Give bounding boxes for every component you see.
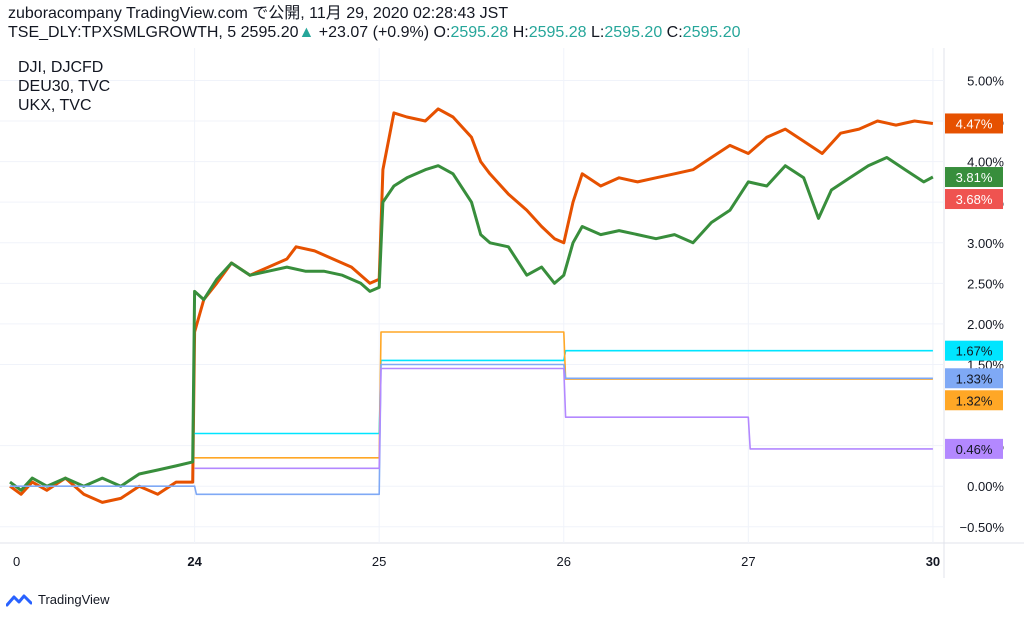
price-badge: 1.67%	[945, 340, 1003, 361]
legend-item: DEU30, TVC	[18, 78, 111, 95]
symbol-ohlc: TSE_DLY:TPXSMLGROWTH, 5 2595.20▲ +23.07 …	[8, 23, 741, 42]
x-tick-label: 25	[372, 554, 386, 569]
series-line	[9, 107, 934, 504]
price-badge: 1.32%	[945, 390, 1003, 411]
last-price: 2595.20	[240, 24, 299, 41]
y-tick-label: 3.00%	[967, 236, 1004, 251]
low-value: 2595.20	[604, 24, 663, 41]
badge-label: 0.46%	[956, 442, 993, 457]
close-value: 2595.20	[682, 24, 741, 41]
x-tick-label: 26	[557, 554, 571, 569]
y-tick-label: 2.50%	[967, 276, 1004, 291]
badge-background	[945, 438, 1003, 459]
badge-background	[945, 390, 1003, 411]
y-tick-label: 5.00%	[967, 73, 1004, 88]
series-line	[194, 367, 933, 470]
high-value: 2595.28	[528, 24, 587, 41]
x-tick-label: 0	[13, 554, 20, 569]
badge-label: 3.81%	[956, 170, 993, 185]
chart-header: zuboracompany TradingView.com で公開, 11月 2…	[8, 4, 741, 42]
price-badge: 4.47%	[945, 113, 1003, 134]
price-badge: 0.46%	[945, 438, 1003, 459]
y-tick-label: −0.50%	[960, 520, 1005, 535]
badge-label: 4.47%	[956, 116, 993, 131]
chart-legend: DJI, DJCFD DEU30, TVC UKX, TVC	[18, 58, 110, 115]
badge-background	[945, 368, 1003, 389]
x-tick-label: 27	[741, 554, 755, 569]
price-badge: 3.81%	[945, 167, 1003, 188]
price-badges: 4.47% 3.81% 3.68% 1.67% 1.33% 1.32% 0.46%	[945, 113, 1003, 459]
chart-svg[interactable]: 5.00%4.50%4.00%3.50%3.00%2.50%2.00%1.50%…	[0, 48, 1024, 578]
y-tick-label: 2.00%	[967, 317, 1004, 332]
x-tick-label: 24	[187, 554, 202, 569]
chart-area[interactable]: 5.00%4.50%4.00%3.50%3.00%2.50%2.00%1.50%…	[0, 48, 1024, 578]
up-arrow-icon: ▲	[298, 24, 315, 41]
y-tick-label: 0.00%	[967, 479, 1004, 494]
time-axis: 0 24 25 26 27 30	[13, 554, 940, 569]
x-tick-label: 30	[926, 554, 940, 569]
grid	[0, 48, 1024, 578]
series-line	[194, 331, 933, 459]
series-line	[10, 363, 933, 496]
badge-label: 1.33%	[956, 371, 993, 386]
low-label: L:	[591, 24, 605, 41]
badge-label: 1.32%	[956, 393, 993, 408]
price-badge: 3.68%	[945, 189, 1003, 210]
series-line	[194, 349, 933, 435]
open-value: 2595.28	[450, 24, 509, 41]
tradingview-logo-icon	[6, 594, 32, 606]
brand-name: TradingView	[38, 592, 110, 607]
legend-item: DJI, DJCFD	[18, 59, 104, 76]
price-change: +23.07 (+0.9%)	[318, 24, 430, 41]
open-label: O:	[433, 24, 451, 41]
price-axis: 5.00%4.50%4.00%3.50%3.00%2.50%2.00%1.50%…	[960, 73, 1005, 534]
publish-info: zuboracompany TradingView.com で公開, 11月 2…	[8, 5, 509, 22]
legend-item: UKX, TVC	[18, 97, 92, 114]
badge-label: 1.67%	[956, 344, 993, 359]
badge-background	[945, 167, 1003, 188]
series-layer	[9, 107, 934, 504]
close-label: C:	[666, 24, 683, 41]
series-line	[9, 156, 934, 492]
badge-label: 3.68%	[956, 192, 993, 207]
symbol-name: TSE_DLY:TPXSMLGROWTH, 5	[8, 24, 237, 41]
price-badge: 1.33%	[945, 368, 1003, 389]
badge-background	[945, 189, 1003, 210]
badge-background	[945, 340, 1003, 361]
high-label: H:	[512, 24, 529, 41]
badge-background	[945, 113, 1003, 134]
y-tick-label: 4.00%	[967, 155, 1004, 170]
footer-brand[interactable]: TradingView	[6, 592, 110, 607]
